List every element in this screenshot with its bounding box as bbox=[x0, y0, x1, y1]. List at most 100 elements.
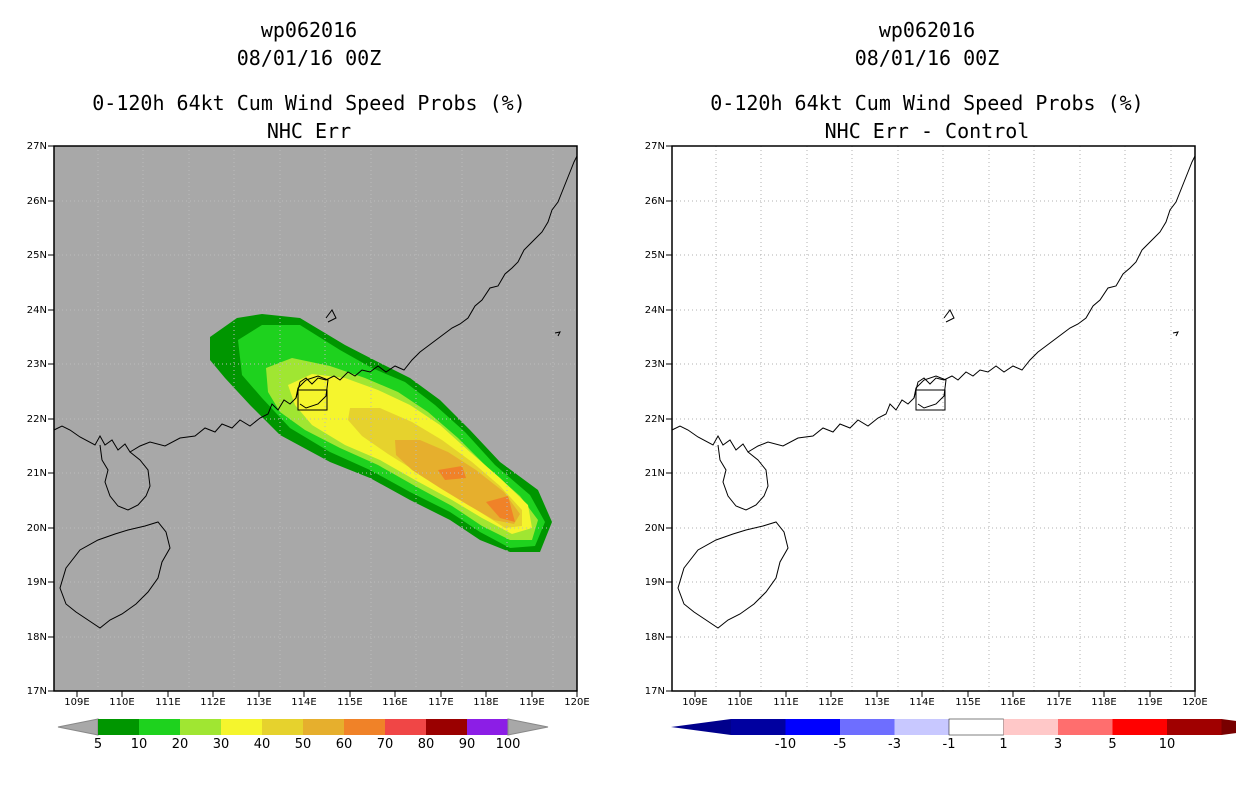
left-panel: wp062016 08/01/16 00Z 0-120h 64kt Cum Wi… bbox=[27, 18, 590, 752]
colorbar-box bbox=[948, 718, 1004, 736]
lon-axis: 109E 110E 111E 112E 113E 114E 115E 116E … bbox=[682, 691, 1208, 708]
colorbar-box bbox=[1112, 719, 1167, 735]
colorbar-label: 30 bbox=[213, 737, 230, 752]
lat-label: 18N bbox=[645, 632, 665, 643]
lon-label: 118E bbox=[473, 697, 498, 708]
colorbar-box bbox=[262, 719, 303, 735]
colorbar-box bbox=[1003, 719, 1058, 735]
colorbar-box bbox=[731, 719, 786, 735]
colorbar-extend-low bbox=[57, 718, 99, 736]
product-title: 0-120h 64kt Cum Wind Speed Probs (%) bbox=[710, 91, 1144, 115]
colorbar-box bbox=[98, 719, 139, 735]
lat-label: 19N bbox=[27, 577, 47, 588]
lon-label: 120E bbox=[564, 697, 589, 708]
colorbar-extend-high bbox=[507, 718, 549, 736]
lat-label: 21N bbox=[27, 468, 47, 479]
colorbar-label: 5 bbox=[1108, 737, 1116, 752]
lat-label: 19N bbox=[645, 577, 665, 588]
lon-label: 120E bbox=[1182, 697, 1207, 708]
lon-label: 117E bbox=[428, 697, 453, 708]
colorbar-label: -1 bbox=[943, 737, 956, 752]
lat-label: 23N bbox=[645, 359, 665, 370]
colorbar-label: 3 bbox=[1054, 737, 1062, 752]
lon-label: 109E bbox=[682, 697, 707, 708]
colorbar-extend-low bbox=[671, 719, 731, 735]
lat-label: 26N bbox=[27, 196, 47, 207]
colorbar-box bbox=[344, 719, 385, 735]
product-title: 0-120h 64kt Cum Wind Speed Probs (%) bbox=[92, 91, 526, 115]
china-coastline bbox=[53, 155, 578, 453]
lon-label: 117E bbox=[1046, 697, 1071, 708]
grid-lines bbox=[672, 146, 1195, 691]
lon-label: 118E bbox=[1091, 697, 1116, 708]
colorbar: 5 10 20 30 40 50 60 70 80 90 100 bbox=[57, 718, 549, 752]
forecast-datetime: 08/01/16 00Z bbox=[854, 46, 1000, 70]
colorbar-box bbox=[1058, 719, 1113, 735]
colorbar-label: 5 bbox=[94, 737, 102, 752]
island-1 bbox=[325, 309, 337, 323]
lon-label: 113E bbox=[864, 697, 889, 708]
lat-label: 22N bbox=[645, 414, 665, 425]
hainan-island bbox=[677, 521, 789, 629]
island-1 bbox=[943, 309, 955, 323]
lon-label: 110E bbox=[727, 697, 752, 708]
colorbar-box bbox=[221, 719, 262, 735]
storm-id: wp062016 bbox=[878, 18, 976, 42]
lat-label: 22N bbox=[27, 414, 47, 425]
product-subtitle: NHC Err bbox=[266, 119, 352, 143]
colorbar-label: 20 bbox=[172, 737, 189, 752]
lon-label: 112E bbox=[200, 697, 225, 708]
colorbar-box bbox=[467, 719, 508, 735]
colorbar-label: 90 bbox=[459, 737, 476, 752]
colorbar-box bbox=[139, 719, 180, 735]
colorbar-extend-high bbox=[1221, 719, 1236, 735]
map-plot: 17N 18N 19N 20N 21N 22N 23N 24N 25N 26N … bbox=[645, 141, 1236, 752]
lat-label: 20N bbox=[645, 523, 665, 534]
colorbar-label: 100 bbox=[496, 737, 521, 752]
colorbar-box bbox=[303, 719, 344, 735]
lon-label: 109E bbox=[64, 697, 89, 708]
lon-label: 115E bbox=[337, 697, 362, 708]
coastline bbox=[671, 155, 1196, 629]
lon-label: 116E bbox=[382, 697, 407, 708]
colorbar-label: -5 bbox=[834, 737, 847, 752]
colorbar-box bbox=[385, 719, 426, 735]
lon-label: 111E bbox=[155, 697, 180, 708]
lat-axis: 17N 18N 19N 20N 21N 22N 23N 24N 25N 26N … bbox=[645, 141, 672, 697]
prob-60-contour bbox=[438, 466, 466, 480]
forecast-datetime: 08/01/16 00Z bbox=[236, 46, 382, 70]
colorbar-label: 60 bbox=[336, 737, 353, 752]
colorbar-label: -3 bbox=[888, 737, 901, 752]
leizhou-peninsula bbox=[717, 444, 769, 511]
colorbar-label: 80 bbox=[418, 737, 435, 752]
colorbar-label: 10 bbox=[131, 737, 148, 752]
lat-label: 27N bbox=[27, 141, 47, 152]
china-coastline bbox=[671, 155, 1196, 453]
lat-label: 24N bbox=[645, 305, 665, 316]
colorbar-label: 70 bbox=[377, 737, 394, 752]
lat-label: 21N bbox=[645, 468, 665, 479]
map-background bbox=[672, 146, 1195, 691]
colorbar-label: 40 bbox=[254, 737, 271, 752]
colorbar-label: 50 bbox=[295, 737, 312, 752]
lat-label: 17N bbox=[645, 686, 665, 697]
colorbar-box bbox=[426, 719, 467, 735]
lat-label: 26N bbox=[645, 196, 665, 207]
colorbar-box bbox=[894, 719, 949, 735]
lon-label: 113E bbox=[246, 697, 271, 708]
prob-60-contour-east bbox=[486, 496, 515, 522]
lat-label: 27N bbox=[645, 141, 665, 152]
right-panel: wp062016 08/01/16 00Z 0-120h 64kt Cum Wi… bbox=[618, 0, 1236, 800]
colorbar-box bbox=[785, 719, 840, 735]
hainan-island bbox=[59, 521, 171, 629]
island-2 bbox=[1172, 331, 1179, 337]
product-subtitle: NHC Err - Control bbox=[824, 119, 1030, 143]
lon-label: 114E bbox=[909, 697, 934, 708]
storm-id: wp062016 bbox=[260, 18, 358, 42]
leizhou-peninsula bbox=[99, 444, 151, 511]
hong-kong-box bbox=[297, 389, 328, 411]
lon-label: 119E bbox=[519, 697, 544, 708]
coastline bbox=[53, 155, 578, 629]
colorbar-label: 1 bbox=[999, 737, 1007, 752]
grid-lines bbox=[54, 146, 577, 691]
